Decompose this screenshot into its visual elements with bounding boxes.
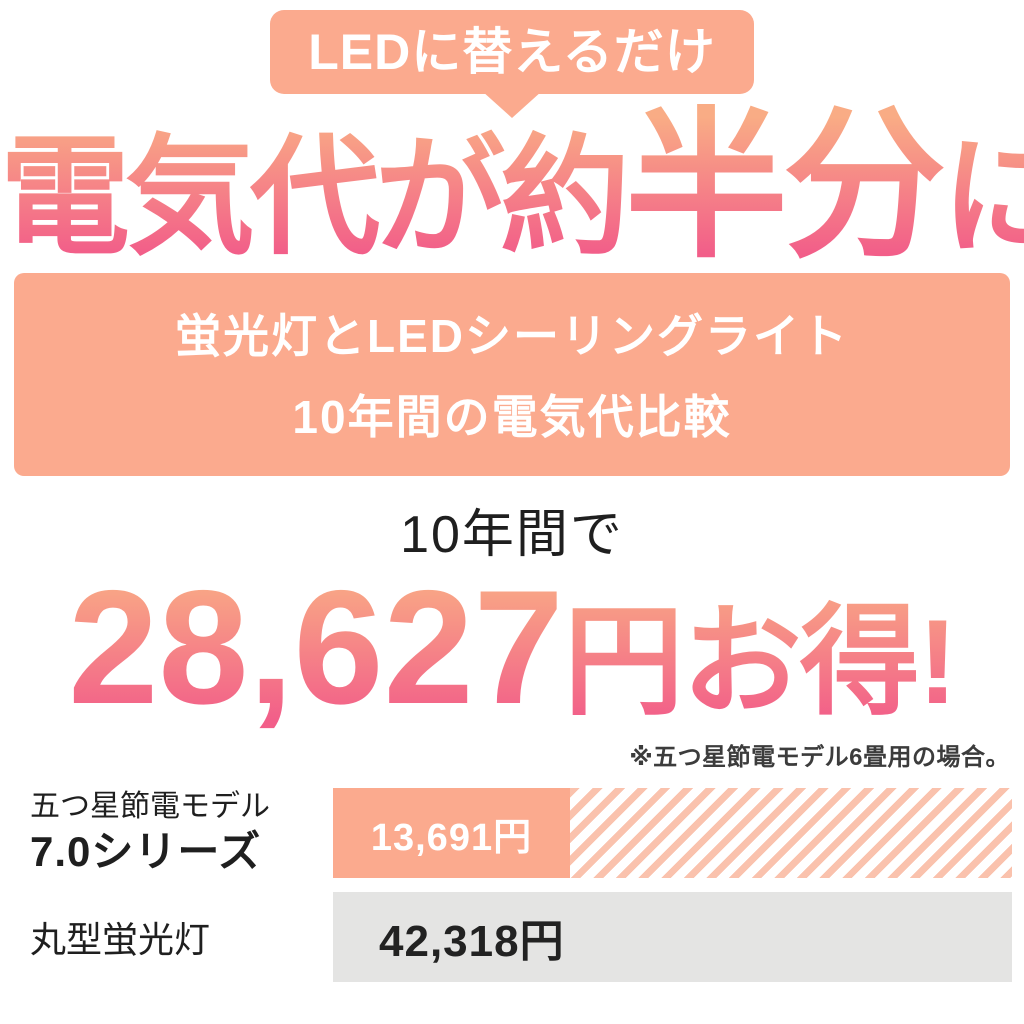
led-label-line1: 五つ星節電モデル — [30, 790, 270, 824]
led-bar-track: 13,691円 — [333, 788, 1012, 879]
fluorescent-bar-track: 42,318円 — [333, 892, 1012, 983]
savings-amount: 28,627 — [68, 557, 564, 739]
savings-lead: 10年間で — [400, 506, 624, 565]
fluorescent-bar: 42,318円 — [333, 892, 1012, 983]
headline-prefix: 電気代が約 — [0, 124, 626, 270]
headline: 電気代が約半分に! — [0, 104, 1024, 267]
led-bar-value: 13,691円 — [370, 816, 533, 859]
comparison-title-box: 蛍光灯とLEDシーリングライト 10年間の電気代比較 — [14, 273, 1010, 477]
savings-unit-text: 円お得! — [563, 595, 956, 730]
led-bar-hatched-remainder — [569, 788, 1012, 879]
savings-amount-line: 28,627円お得! — [0, 567, 1024, 729]
led-label-line2: 7.0シリーズ — [30, 827, 262, 875]
speech-badge-wrap: LEDに替えるだけ — [0, 0, 1024, 118]
led-row-label: 五つ星節電モデル 7.0シリーズ — [0, 788, 333, 878]
comparison-title-line2: 10年間の電気代比較 — [292, 390, 732, 443]
led-bar-solid: 13,691円 — [333, 788, 570, 879]
savings-footnote: ※五つ星節電モデル6畳用の場合。 — [629, 744, 1010, 772]
fluorescent-row-label: 丸型蛍光灯 — [0, 892, 333, 982]
fluorescent-label: 丸型蛍光灯 — [30, 919, 211, 961]
fluorescent-bar-value: 42,318円 — [379, 917, 565, 967]
comparison-title-line1: 蛍光灯とLEDシーリングライト — [175, 310, 849, 362]
headline-emphasis: 半分 — [625, 94, 942, 277]
chart-row-fluorescent: 丸型蛍光灯 42,318円 — [0, 892, 1012, 983]
chart-row-led: 五つ星節電モデル 7.0シリーズ 13,691円 — [0, 788, 1012, 879]
cost-comparison-chart: 五つ星節電モデル 7.0シリーズ 13,691円 丸型蛍光灯 42,318円 — [0, 788, 1024, 996]
speech-badge: LEDに替えるだけ — [270, 10, 754, 94]
headline-suffix: に! — [941, 124, 1024, 270]
speech-pointer-icon — [482, 91, 542, 118]
